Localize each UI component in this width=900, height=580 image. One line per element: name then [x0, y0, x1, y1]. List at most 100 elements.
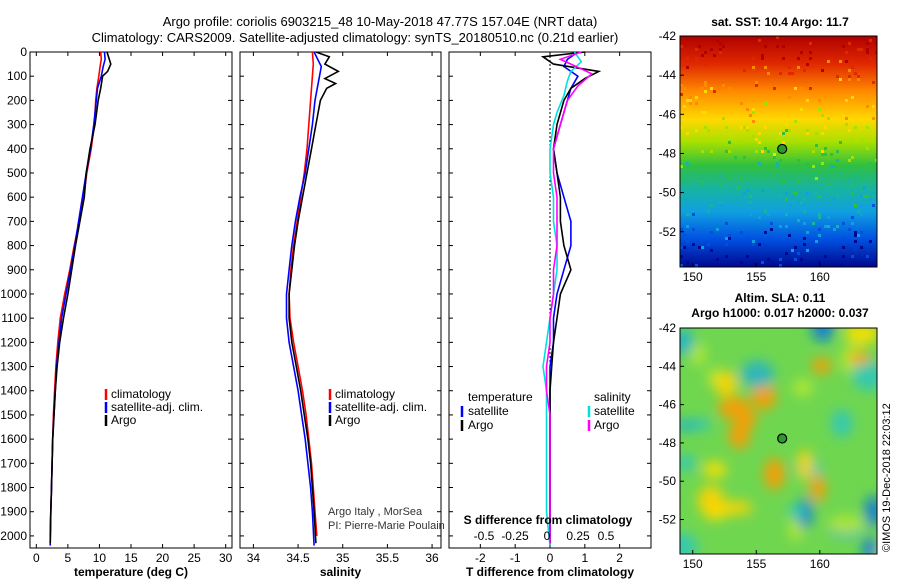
depth-tick-label: 1200 — [0, 335, 27, 349]
sst-pixel — [803, 222, 806, 225]
sst-pixel — [803, 243, 806, 246]
sst-pixel — [863, 165, 866, 168]
sla-anomaly-blob — [680, 533, 698, 554]
sst-pixel — [761, 150, 764, 153]
sst-pixel — [686, 240, 689, 243]
sla-anomaly-blob — [680, 454, 696, 472]
sst-pixel — [710, 48, 713, 51]
sst-pixel — [836, 186, 839, 189]
sst-pixel — [806, 99, 809, 102]
sst-pixel — [737, 186, 740, 189]
sst-pixel — [686, 162, 689, 165]
sst-pixel — [719, 90, 722, 93]
sst-pixel — [746, 189, 749, 192]
sst-pixel — [752, 243, 755, 246]
sst-pixel — [866, 42, 869, 45]
sla_map-ytick-label: -50 — [659, 474, 677, 488]
sst-pixel — [857, 234, 860, 237]
sst-pixel — [860, 138, 863, 141]
sst-pixel — [734, 156, 737, 159]
sst-pixel — [707, 210, 710, 213]
sst-pixel — [743, 156, 746, 159]
sst-pixel — [788, 204, 791, 207]
sst-pixel — [767, 213, 770, 216]
sst-pixel — [719, 42, 722, 45]
sst-pixel — [692, 213, 695, 216]
sst-pixel — [782, 57, 785, 60]
sst-pixel — [875, 138, 877, 141]
depth-tick-label: 500 — [7, 166, 27, 180]
sla-anomaly-blob — [796, 449, 813, 481]
sst-pixel — [752, 135, 755, 138]
sst-pixel — [797, 168, 800, 171]
sst-pixel — [863, 195, 866, 198]
sst-pixel — [800, 51, 803, 54]
sst-pixel — [830, 165, 833, 168]
sst-pixel — [830, 117, 833, 120]
sst-pixel — [689, 99, 692, 102]
sla-map-frame — [679, 327, 878, 555]
salinity-xtick-label: 35.5 — [376, 551, 400, 565]
sst-pixel — [728, 204, 731, 207]
temperature-xtick-label: 5 — [65, 551, 72, 565]
sla-map-image — [680, 328, 877, 554]
diff-secondary-tick-label: -0.25 — [501, 529, 529, 543]
sst-pixel — [728, 237, 731, 240]
sst-pixel — [809, 141, 812, 144]
sst-pixel — [848, 189, 851, 192]
sst-pixel — [857, 78, 860, 81]
sst-pixel — [797, 159, 800, 162]
sla-anomaly-blob — [697, 485, 725, 516]
sla-anomaly-blob — [852, 359, 877, 391]
sst-pixel — [785, 207, 788, 210]
sst-pixel — [764, 45, 767, 48]
sst-pixel — [854, 126, 857, 129]
sst-pixel — [815, 132, 818, 135]
sst-pixel — [815, 144, 818, 147]
sst-pixel — [827, 225, 830, 228]
sst-pixel — [755, 81, 758, 84]
sst-pixel — [767, 150, 770, 153]
sst-pixel — [854, 177, 857, 180]
sst-pixel — [818, 99, 821, 102]
sst-pixel — [848, 42, 851, 45]
depth-tick-label: 400 — [7, 142, 27, 156]
temperature-xlabel: temperature (deg C) — [74, 565, 188, 579]
sst-pixel — [812, 150, 815, 153]
sst-pixel — [683, 234, 686, 237]
sst-pixel — [773, 156, 776, 159]
sst-pixel — [722, 84, 725, 87]
temperature-series-argo — [49, 51, 112, 544]
sst-pixel — [740, 36, 743, 39]
sst-pixel — [839, 90, 842, 93]
sst-pixel — [779, 159, 782, 162]
salinity-panel: 34 34.5 35 35.5 36 salinity climatologysatelli… — [239, 51, 442, 579]
sst-pixel — [818, 228, 821, 231]
sst_map-ytick-label: -52 — [659, 225, 677, 239]
temperature-xtick-label: 25 — [187, 551, 201, 565]
sst-pixel — [764, 210, 767, 213]
sst-pixel — [743, 192, 746, 195]
sst-pixel — [761, 54, 764, 57]
depth-tick-label: 1700 — [0, 456, 27, 470]
sst-pixel — [779, 258, 782, 261]
salinity-series-argo — [288, 51, 340, 544]
sst-pixel — [809, 57, 812, 60]
depth-tick-label: 1300 — [0, 360, 27, 374]
sst-pixel — [722, 45, 725, 48]
sla-anomaly-blob — [792, 379, 813, 397]
sst-pixel — [752, 57, 755, 60]
depth-tick-label: 0 — [20, 45, 27, 59]
sst-pixel — [797, 201, 800, 204]
temperature-xtick-label: 30 — [219, 551, 233, 565]
sst-pixel — [833, 198, 836, 201]
sst-pixel — [692, 243, 695, 246]
sst-pixel — [704, 111, 707, 114]
sst-pixel — [719, 201, 722, 204]
sst-pixel — [824, 225, 827, 228]
sst-pixel — [821, 132, 824, 135]
sst-pixel — [704, 51, 707, 54]
temperature-legend-entry: Argo — [111, 413, 137, 427]
sst-pixel — [707, 243, 710, 246]
sst-pixel — [716, 258, 719, 261]
